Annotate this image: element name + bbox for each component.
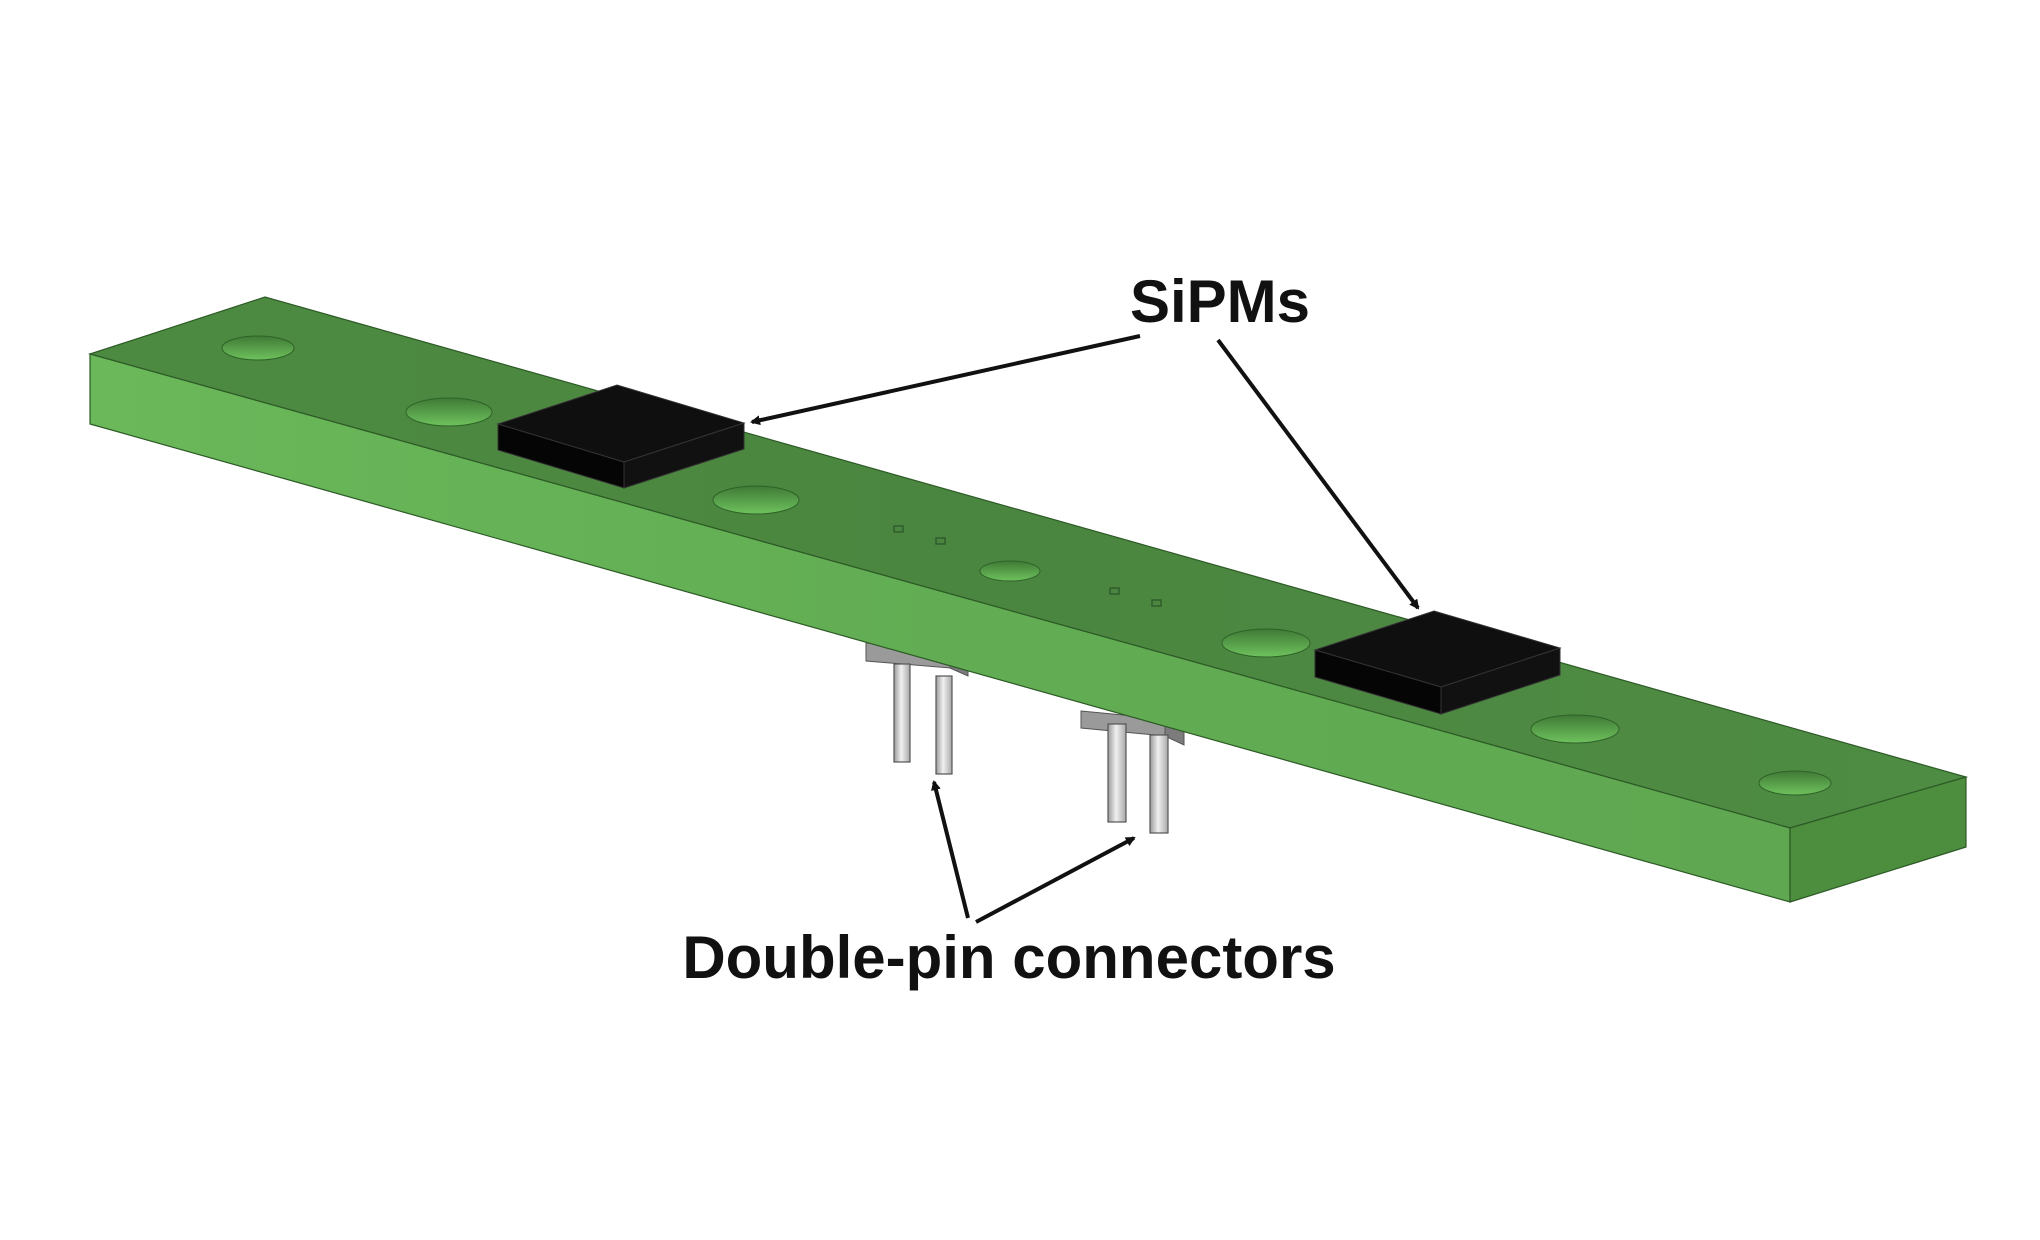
solder-pad bbox=[1151, 599, 1162, 607]
sipm-side bbox=[1440, 647, 1561, 715]
mounting-hole bbox=[1758, 770, 1832, 796]
connectors-label: Double-pin connectors bbox=[682, 924, 1335, 991]
mounting-hole bbox=[221, 335, 295, 361]
sipms-label: SiPMs bbox=[1130, 268, 1310, 335]
sipm-side bbox=[623, 422, 745, 489]
mounting-hole bbox=[979, 560, 1041, 582]
connector-pin bbox=[1149, 734, 1169, 834]
connector-pin bbox=[893, 663, 911, 763]
sipm-right bbox=[1313, 610, 1562, 715]
mounting-hole bbox=[1530, 714, 1620, 744]
solder-pad bbox=[893, 525, 904, 533]
sipm-left bbox=[496, 384, 746, 489]
mounting-hole bbox=[712, 485, 800, 515]
pcb-board bbox=[87, 296, 1969, 903]
connector-pin bbox=[1107, 723, 1127, 823]
mounting-holes bbox=[221, 335, 1832, 796]
arrow-sipm-left bbox=[750, 334, 1141, 426]
arrow-sipm-right bbox=[1216, 338, 1420, 610]
mounting-hole bbox=[1221, 628, 1311, 658]
connector-right bbox=[1080, 710, 1185, 834]
annotation-arrows bbox=[750, 334, 1420, 924]
mounting-hole bbox=[405, 397, 493, 427]
arrow-connector-left bbox=[931, 780, 970, 919]
arrow-connector-right bbox=[975, 836, 1136, 924]
connector-pin bbox=[935, 675, 953, 775]
solder-pad bbox=[935, 537, 946, 545]
solder-pad bbox=[1109, 587, 1120, 595]
board-end-face bbox=[1789, 776, 1967, 903]
board-front-face bbox=[89, 353, 1791, 903]
solder-pads bbox=[893, 525, 1162, 607]
